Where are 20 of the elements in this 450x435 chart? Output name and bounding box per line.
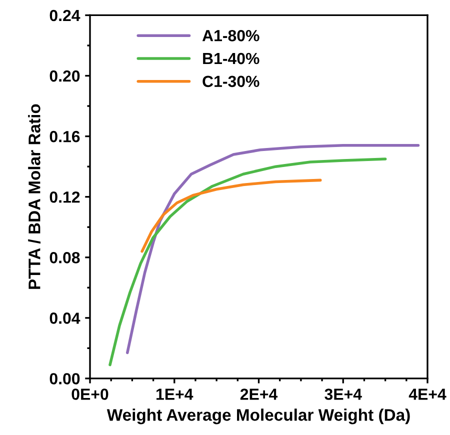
x-tick-label: 3E+4 [324,388,362,400]
y-tick-label: 0.24 [50,10,80,22]
legend-label: B1-40% [203,52,260,64]
x-tick-label: 4E+4 [408,388,446,400]
x-tick-label: 1E+4 [156,388,194,400]
x-axis-title: Weight Average Molecular Weight (Da) [106,408,410,424]
line-series [108,158,387,366]
legend-label: C1-30% [202,76,260,88]
y-tick-label: 0.20 [50,70,80,82]
x-tick-label: 0E+0 [72,388,108,400]
line-series [126,144,420,354]
y-tick-label: 0.04 [50,312,80,324]
y-tick-label: 0.16 [50,130,80,142]
y-tick-label: 0.08 [50,252,80,264]
y-tick-label: 0.00 [50,373,80,384]
y-tick-label: 0.12 [50,191,80,203]
y-axis-title: PTTA / BDA Molar Ratio [28,104,41,289]
legend-label: A1-80% [202,30,260,42]
line-series [140,178,322,253]
x-tick-label: 2E+4 [240,388,278,400]
